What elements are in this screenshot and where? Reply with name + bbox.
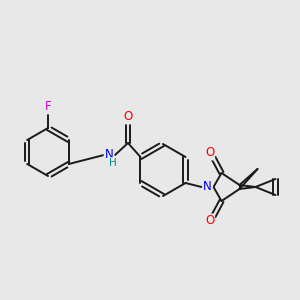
Text: O: O (205, 214, 214, 227)
Text: F: F (45, 100, 51, 113)
Text: H: H (109, 158, 117, 168)
Text: N: N (203, 181, 212, 194)
Text: O: O (205, 146, 214, 160)
Text: N: N (105, 148, 113, 160)
Text: O: O (123, 110, 133, 124)
